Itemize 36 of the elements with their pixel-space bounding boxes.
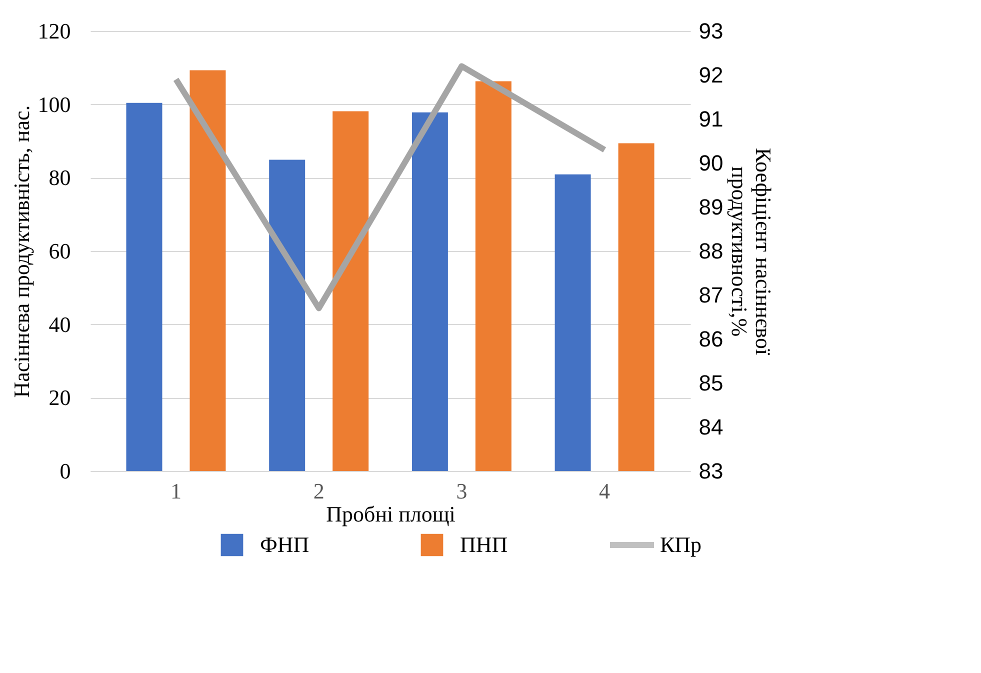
y-tick-label: 80 bbox=[48, 165, 71, 190]
y2-tick-label: 87 bbox=[698, 282, 724, 308]
y-tick-label: 40 bbox=[48, 312, 71, 337]
bar bbox=[126, 102, 162, 471]
y2-tick-label: 92 bbox=[698, 62, 724, 88]
y-tick-label: 120 bbox=[38, 18, 71, 44]
y2-tick-label: 86 bbox=[698, 326, 724, 352]
y2-tick-label: 85 bbox=[698, 370, 724, 396]
bar bbox=[332, 111, 369, 471]
x-axis-title: Пробні площі bbox=[326, 502, 456, 526]
legend-label: ПНП bbox=[460, 532, 508, 557]
y2-tick-label: 91 bbox=[698, 106, 724, 132]
y-tick-label: 100 bbox=[38, 92, 71, 117]
bar bbox=[475, 81, 512, 471]
bar bbox=[190, 70, 226, 471]
y2-tick-label: 93 bbox=[698, 18, 724, 44]
y2-tick-label: 90 bbox=[698, 150, 724, 176]
x-tick-label: 4 bbox=[599, 478, 610, 504]
y-axis-title: Насіннєва продуктивність, нас. bbox=[8, 105, 34, 398]
bar bbox=[554, 174, 591, 471]
y2-axis-title: Коефіцієнт насіннєвої продуктивності,% bbox=[727, 148, 776, 356]
y-tick-label: 20 bbox=[48, 385, 71, 410]
legend-label: ФНП bbox=[260, 532, 310, 557]
y2-tick-label: 88 bbox=[698, 238, 724, 264]
bar bbox=[618, 143, 654, 471]
bar bbox=[412, 112, 448, 471]
y-tick-label: 0 bbox=[60, 458, 71, 484]
y2-tick-label: 83 bbox=[698, 458, 724, 484]
x-tick-label: 3 bbox=[456, 478, 468, 504]
y2-tick-label: 84 bbox=[698, 414, 724, 440]
y2-tick-label: 89 bbox=[698, 194, 724, 220]
x-tick-label: 1 bbox=[170, 478, 182, 504]
x-tick-label: 2 bbox=[313, 478, 324, 504]
bar bbox=[269, 160, 306, 471]
y-tick-label: 60 bbox=[48, 238, 71, 264]
legend-label: КПр bbox=[660, 532, 702, 557]
